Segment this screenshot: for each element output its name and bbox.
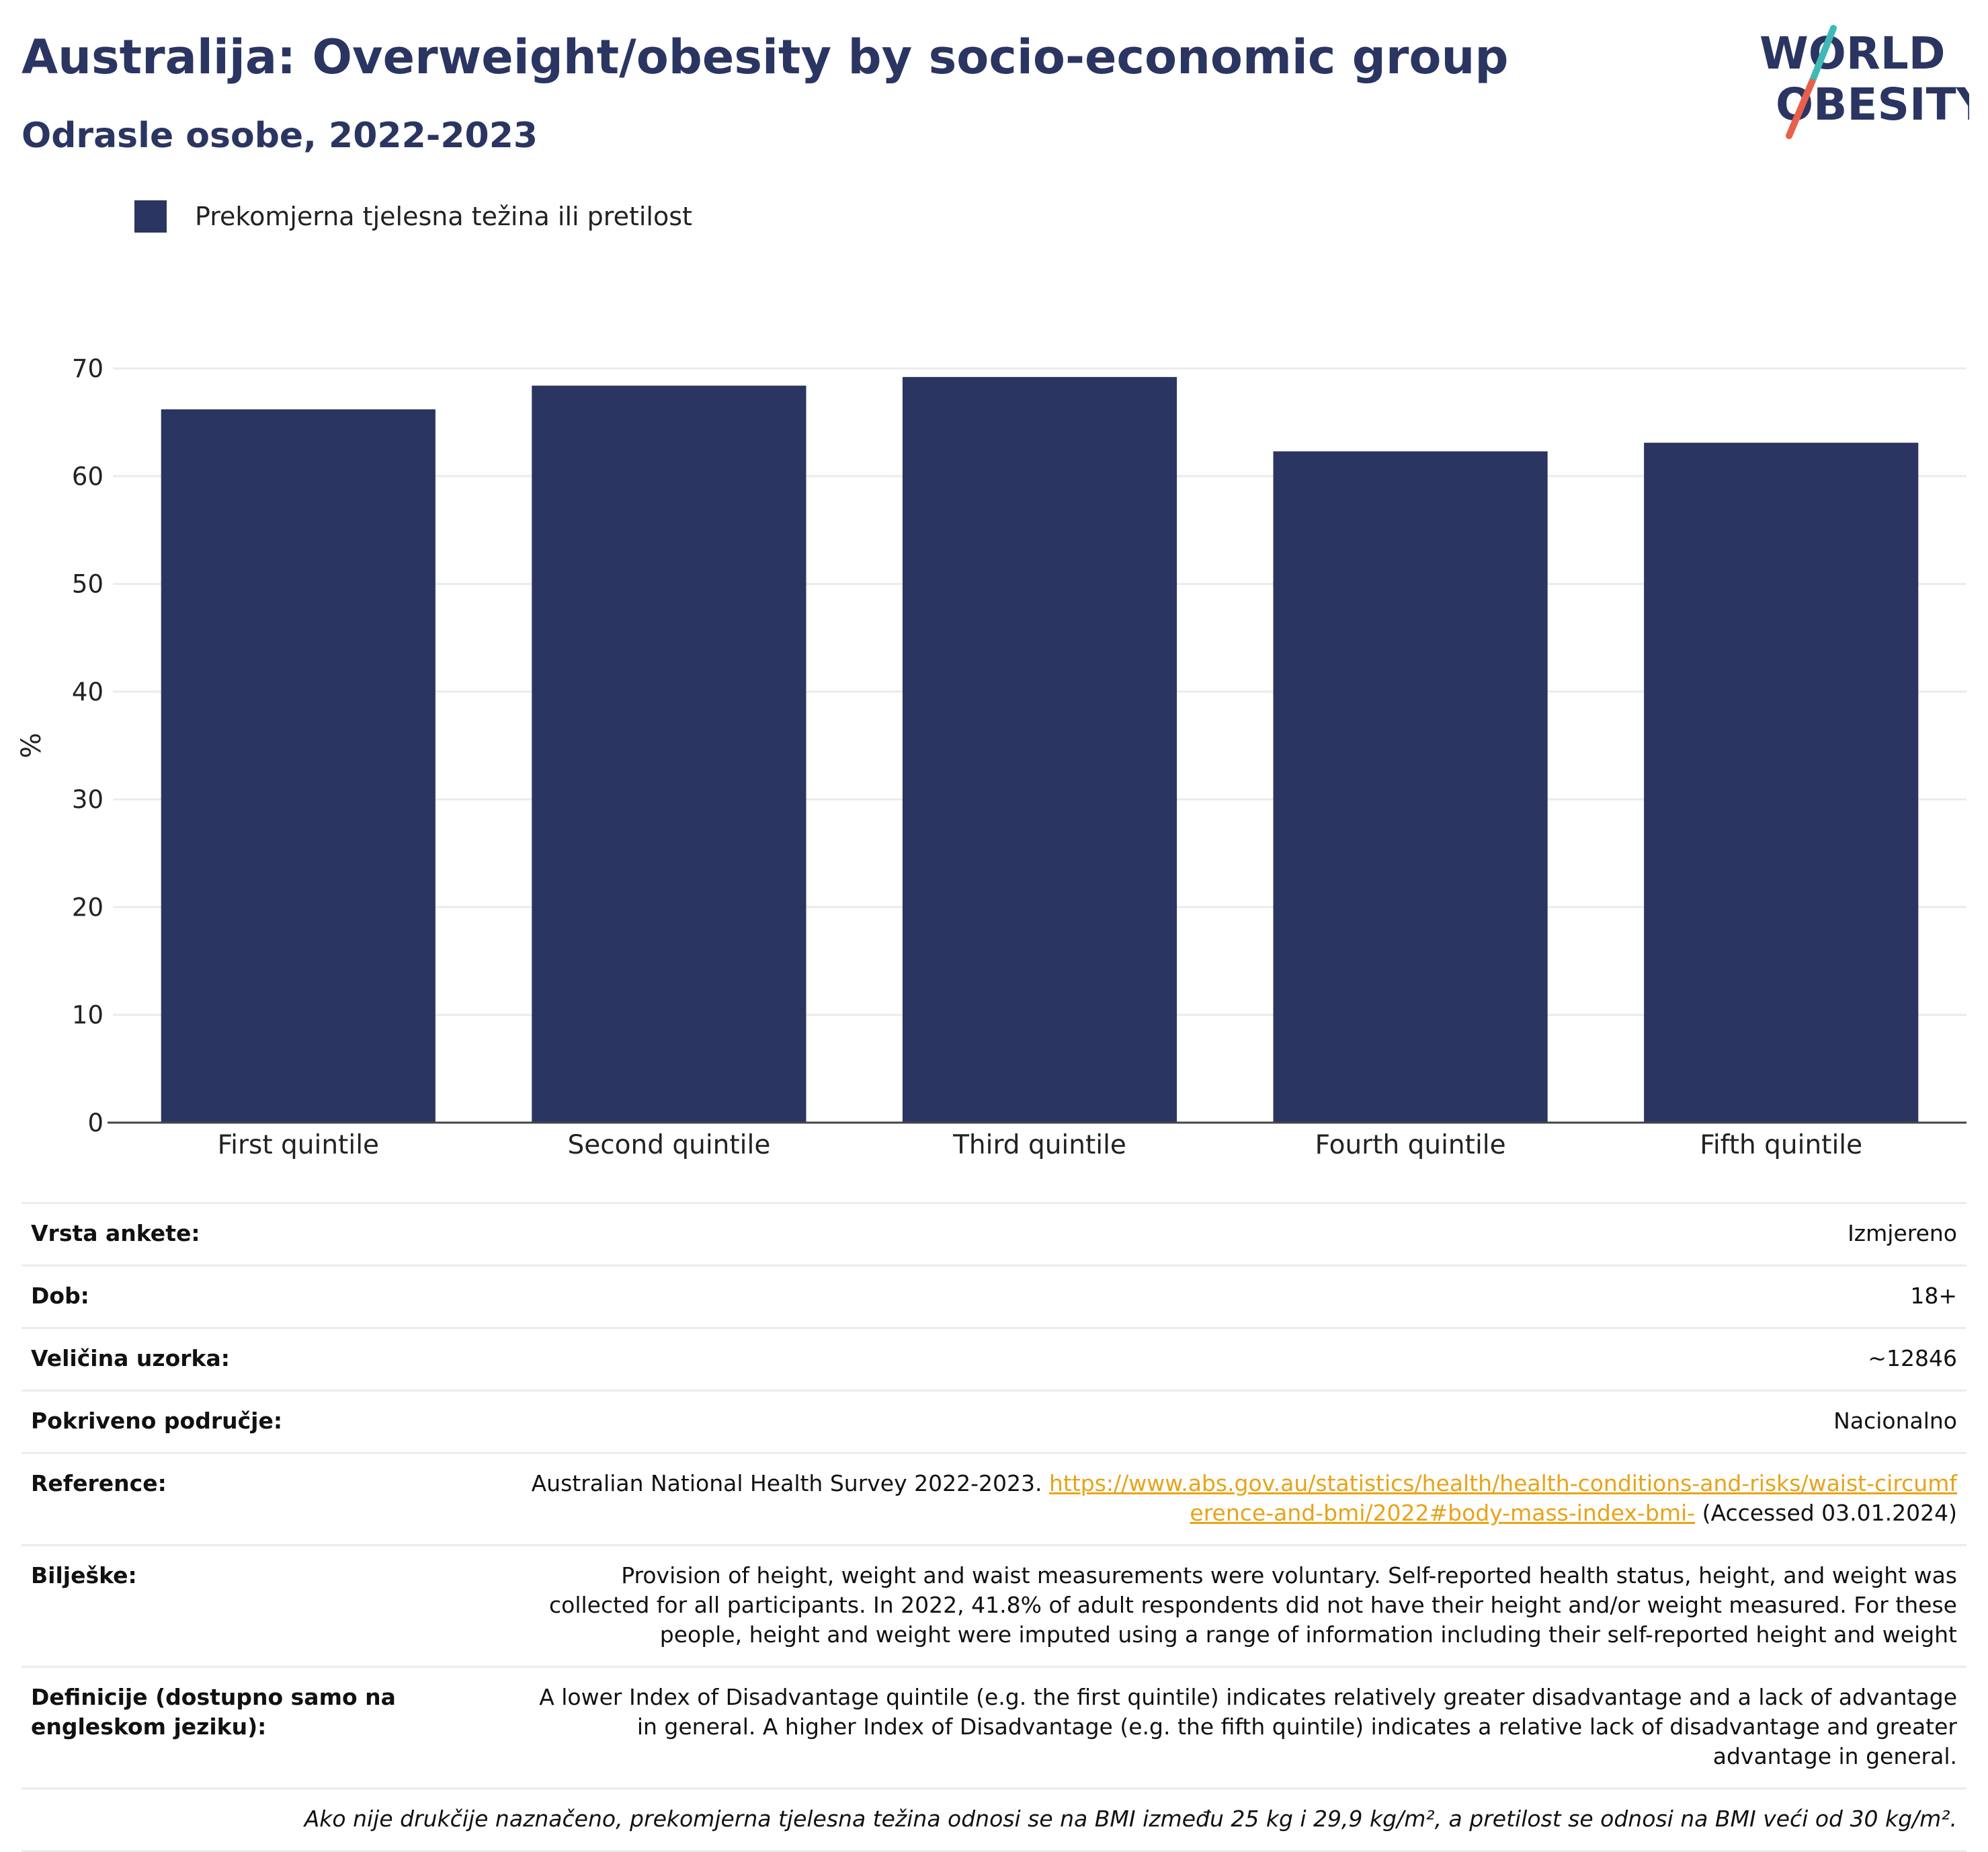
- info-value: A lower Index of Disadvantage quintile (…: [539, 1684, 1957, 1769]
- logo-slash-top: [1809, 25, 1837, 85]
- info-row-survey-type: Vrsta ankete: Izmjereno: [22, 1202, 1966, 1264]
- logo-line-1: WORLD: [1759, 28, 1946, 79]
- info-value: Provision of height, weight and waist me…: [548, 1562, 1957, 1648]
- bar: [532, 385, 806, 1123]
- y-tick-label: 40: [72, 678, 103, 707]
- info-label: Reference:: [31, 1470, 167, 1496]
- info-label: Veličina uzorka:: [31, 1345, 230, 1371]
- y-tick-label: 10: [72, 1001, 103, 1030]
- legend-swatch: [134, 200, 167, 233]
- logo-slash-bottom: [1786, 79, 1815, 139]
- reference-accessed: (Accessed 03.01.2024): [1702, 1500, 1957, 1526]
- info-row-footnote: Ako nije drukčije naznačeno, prekomjerna…: [22, 1787, 1966, 1852]
- info-row-age: Dob: 18+: [22, 1264, 1966, 1327]
- bar: [1644, 442, 1919, 1123]
- info-value: Nacionalno: [1833, 1408, 1957, 1434]
- info-label: Vrsta ankete:: [31, 1220, 200, 1246]
- info-value: ~12846: [1868, 1345, 1957, 1371]
- bar: [902, 376, 1177, 1123]
- chart-legend: Prekomjerna tjelesna težina ili pretilos…: [134, 200, 692, 233]
- legend-label: Prekomjerna tjelesna težina ili pretilos…: [195, 202, 692, 231]
- world-obesity-logo: WORLD OBESITY: [1759, 25, 1969, 139]
- page-title: Australija: Overweight/obesity by socio-…: [22, 30, 1509, 85]
- x-tick-label: Third quintile: [952, 1130, 1126, 1160]
- y-tick-label: 60: [72, 462, 103, 491]
- y-tick-label: 30: [72, 785, 103, 814]
- reference-link[interactable]: https://www.abs.gov.au/statistics/health…: [1048, 1470, 1957, 1526]
- info-row-notes: Bilješke: Provision of height, weight an…: [22, 1544, 1966, 1666]
- x-tick-label: First quintile: [218, 1130, 379, 1160]
- bar: [1273, 451, 1548, 1123]
- info-row-sample-size: Veličina uzorka: ~12846: [22, 1327, 1966, 1390]
- y-tick-label: 0: [87, 1109, 103, 1137]
- info-label: Pokriveno područje:: [31, 1408, 283, 1434]
- footnote-text: Ako nije drukčije naznačeno, prekomjerna…: [304, 1806, 1957, 1832]
- info-value: Izmjereno: [1848, 1220, 1957, 1246]
- y-tick-label: 20: [72, 893, 103, 922]
- x-tick-label: Second quintile: [567, 1130, 770, 1160]
- bar: [161, 409, 436, 1123]
- y-tick-label: 50: [72, 570, 103, 599]
- info-value: 18+: [1910, 1283, 1957, 1309]
- x-tick-label: Fifth quintile: [1700, 1130, 1862, 1160]
- x-tick-label: Fourth quintile: [1315, 1130, 1506, 1160]
- info-value: Australian National Health Survey 2022-2…: [501, 1469, 1957, 1528]
- info-row-reference: Reference: Australian National Health Su…: [22, 1452, 1966, 1544]
- y-axis-label: %: [16, 733, 47, 758]
- bar-chart: 0 10 20 30 40 50 60 70 First quintile Second quin…: [16, 354, 1966, 1160]
- page-subtitle: Odrasle osobe, 2022-2023: [22, 116, 538, 156]
- info-label: Bilješke:: [31, 1562, 137, 1588]
- info-label: Definicije (dostupno samo na engleskom j…: [31, 1684, 396, 1740]
- info-label: Dob:: [31, 1283, 89, 1309]
- reference-text: Australian National Health Survey 2022-2…: [531, 1470, 1042, 1496]
- survey-info-table: Vrsta ankete: Izmjereno Dob: 18+ Veličin…: [22, 1202, 1966, 1852]
- info-row-definitions: Definicije (dostupno samo na engleskom j…: [22, 1666, 1966, 1787]
- y-tick-label: 70: [72, 354, 103, 383]
- info-row-area: Pokriveno područje: Nacionalno: [22, 1390, 1966, 1452]
